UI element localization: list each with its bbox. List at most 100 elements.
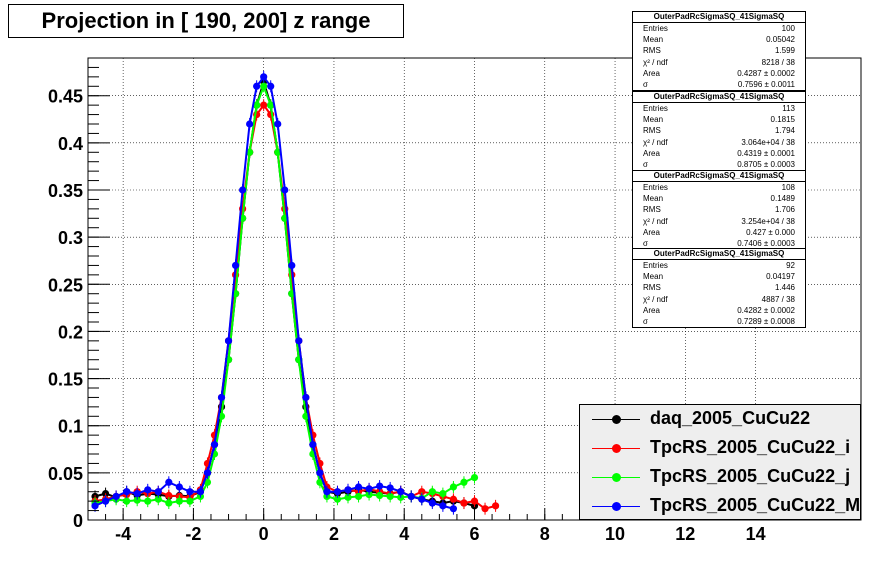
y-tick-label: 0.15 [48,370,83,390]
data-point [133,496,141,504]
data-point [246,120,254,128]
stats-value: 0.7406 ± 0.0003 [737,239,795,249]
data-point [165,491,173,500]
stats-value: 4887 / 38 [761,294,795,304]
data-point [260,101,268,109]
stats-row: σ 0.7289 ± 0.0008 [633,316,805,327]
data-point [175,483,183,491]
stats-value: 1.446 [774,283,795,293]
stats-value: 113 [782,104,795,113]
stats-value: 0.4319 ± 0.0001 [737,148,795,158]
stats-box: OuterPadRcSigmaSQ_41SigmaSQ Entries 92 Mean… [632,248,806,329]
stats-value: 0.427 ± 0.000 [746,227,795,237]
data-point [323,488,331,496]
stats-box-title: OuterPadRcSigmaSQ_41SigmaSQ [633,12,805,23]
data-point [316,469,324,477]
data-point [288,261,296,270]
data-point [418,495,426,503]
y-tick-label: 0.25 [48,275,83,295]
stats-row: RMS 1.599 [633,45,805,56]
stats-row: Mean 0.1489 [633,193,805,204]
stats-value: 0.8705 ± 0.0003 [737,160,795,170]
series-layer [91,70,500,515]
data-point [449,483,458,491]
stats-value: 8218 / 38 [761,57,795,67]
stats-value: 0.05042 [766,35,795,45]
series-fit-line [94,83,475,505]
data-point [460,499,468,507]
stats-row: Mean 0.05042 [633,34,805,45]
stats-label: Entries [643,183,668,192]
stats-label: χ² / ndf [643,57,668,67]
stats-box-title: OuterPadRcSigmaSQ_41SigmaSQ [633,249,805,260]
stats-label: Mean [643,194,664,204]
stats-label: Mean [643,35,664,45]
data-point [133,490,141,498]
stats-label: Entries [643,24,668,33]
y-tick-label: 0.3 [58,228,83,248]
x-tick-label: 0 [259,524,269,544]
data-point [203,469,212,477]
chart-title: Projection in [ 190, 200] z range [8,4,404,38]
stats-row: Area 0.4287 ± 0.0002 [633,68,805,79]
stats-label: Area [643,148,660,158]
stats-row: Entries 100 [633,23,805,34]
data-point [281,186,289,194]
data-point [274,148,282,156]
stats-value: 1.794 [774,126,795,136]
data-point [428,488,436,496]
stats-row: RMS 1.794 [633,125,805,136]
y-tick-label: 0.45 [48,87,83,107]
data-point [470,473,479,482]
stats-row: Entries 113 [633,103,805,114]
stats-row: σ 0.7406 ± 0.0003 [633,238,805,249]
stats-label: σ [643,80,648,90]
stats-row: σ 0.8705 ± 0.0003 [633,159,805,170]
series-1 [91,75,479,512]
x-tick-label: 8 [540,524,550,544]
data-point [309,440,317,449]
stats-value: 92 [786,261,795,270]
x-tick-label: 14 [746,524,766,544]
data-point [449,495,458,503]
data-point [365,485,373,493]
stats-value: 0.1815 [770,115,795,125]
data-point [386,484,394,492]
stats-label: Area [643,68,660,78]
y-tick-label: 0.05 [48,464,83,484]
data-point [154,495,162,503]
data-point [439,502,447,510]
stats-row: RMS 1.706 [633,204,805,215]
legend-entry: TpcRS_2005_CuCu22_M [580,492,860,519]
stats-label: Area [643,305,660,315]
stats-row: σ 0.7596 ± 0.0011 [633,79,805,90]
stats-label: Mean [643,272,664,282]
data-point [175,497,183,505]
legend-dot-marker [612,415,621,424]
stats-value: 1.706 [774,205,795,215]
data-point [123,497,131,505]
data-point [439,490,447,498]
data-point [260,82,268,90]
data-point [210,440,219,449]
stats-value: 0.4282 ± 0.0002 [737,305,795,315]
data-point [376,491,384,500]
stats-value: 0.04197 [766,272,795,282]
stats-row: Entries 92 [633,260,805,271]
stats-row: χ² / ndf 4887 / 38 [633,294,805,305]
data-point [253,101,261,109]
stats-value: 0.1489 [770,194,795,204]
data-point [239,186,247,194]
series-fit-line [94,78,475,507]
stats-label: χ² / ndf [643,137,668,147]
data-point [186,488,194,496]
stats-value: 0.4287 ± 0.0002 [737,68,795,78]
stats-label: σ [643,239,648,249]
stats-box: OuterPadRcSigmaSQ_41SigmaSQ Entries 113 Mea… [632,91,806,172]
x-tick-label: 10 [605,524,625,544]
stats-row: Entries 108 [633,182,805,193]
data-point [418,488,426,496]
stats-box-title: OuterPadRcSigmaSQ_41SigmaSQ [633,92,805,103]
stats-row: RMS 1.446 [633,282,805,293]
stats-label: Mean [643,115,664,125]
